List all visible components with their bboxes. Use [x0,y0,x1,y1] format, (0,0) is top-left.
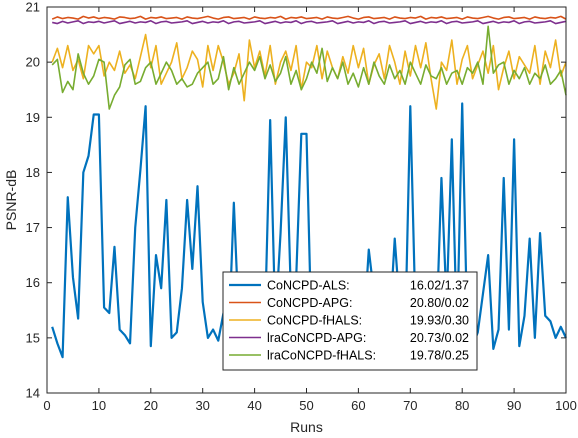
y-tick-label: 19 [26,110,40,125]
x-tick-label: 10 [92,398,106,413]
legend-stat-1: 20.80/0.02 [410,296,469,310]
x-axis-label: Runs [290,419,323,435]
x-tick-label: 50 [299,398,313,413]
y-tick-label: 17 [26,220,40,235]
x-tick-label: 70 [403,398,417,413]
series-layer [51,15,567,359]
x-tick-label: 30 [195,398,209,413]
legend-stat-3: 20.73/0.02 [410,331,469,345]
legend-label-0: CoNCPD-ALS: [267,279,350,293]
y-tick-label: 20 [26,55,40,70]
x-tick-label: 90 [507,398,521,413]
ticks-layer: 0 10 20 30 40 50 60 70 80 90 100 14 15 16 17 18 19 20 21 [26,0,577,413]
x-tick-label: 40 [247,398,261,413]
x-tick-label: 100 [555,398,577,413]
legend-label-1: CoNCPD-APG: [267,296,352,310]
legend-stat-4: 19.78/0.25 [410,349,469,363]
y-tick-label: 18 [26,165,40,180]
y-tick-label: 15 [26,330,40,345]
x-tick-label: 20 [144,398,158,413]
x-tick-label: 60 [351,398,365,413]
legend-stat-2: 19.93/0.30 [410,314,469,328]
y-tick-label: 21 [26,0,40,15]
series-line-4 [51,25,567,110]
legend-label-2: CoNCPD-fHALS: [267,314,362,328]
legend-label-4: lraCoNCPD-fHALS: [267,349,376,363]
legend: CoNCPD-ALS: 16.02/1.37 CoNCPD-APG: 20.80/0.… [222,271,478,371]
y-tick-label: 14 [26,386,40,401]
series-line-3 [52,19,567,25]
y-axis-label: PSNR-dB [3,170,19,231]
legend-box [222,271,478,371]
y-tick-label: 16 [26,275,40,290]
series-line-2 [51,33,567,110]
series-line-0 [51,102,567,359]
x-tick-label: 80 [455,398,469,413]
legend-label-3: lraCoNCPD-APG: [267,331,366,345]
series-line-1 [51,15,567,20]
legend-stat-0: 16.02/1.37 [410,279,469,293]
x-tick-label: 0 [43,398,50,413]
